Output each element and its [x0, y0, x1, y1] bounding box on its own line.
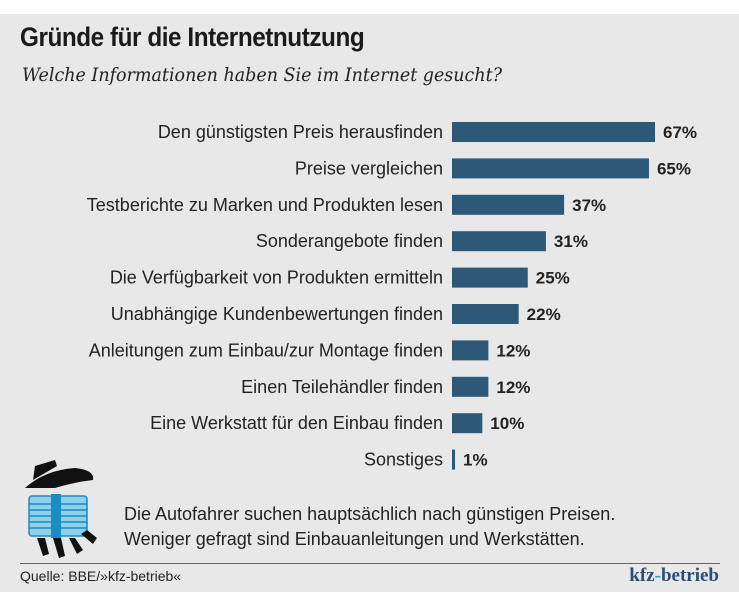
- value-label: 67%: [663, 123, 697, 142]
- value-label: 65%: [657, 159, 691, 178]
- hand-money-icon: [25, 460, 97, 558]
- bar: [452, 376, 489, 397]
- category-label: Die Verfügbarkeit von Produkten ermittel…: [110, 268, 443, 288]
- bar: [452, 122, 656, 142]
- bar: [452, 340, 489, 361]
- category-label: Anleitungen zum Einbau/zur Montage finde…: [89, 340, 443, 360]
- value-label: 25%: [536, 269, 570, 288]
- category-label: Preise vergleichen: [295, 158, 443, 178]
- bar: [452, 449, 456, 470]
- source-text: Quelle: BBE/»kfz-betrieb«: [20, 568, 182, 584]
- bar: [452, 413, 483, 434]
- value-label: 37%: [572, 196, 606, 215]
- bar: [452, 304, 519, 324]
- value-label: 1%: [463, 451, 488, 470]
- category-label: Den günstigsten Preis herausfinden: [158, 122, 443, 142]
- value-label: 22%: [527, 305, 561, 324]
- category-label: Eine Werkstatt für den Einbau finden: [150, 413, 443, 433]
- category-label: Testberichte zu Marken und Produkten les…: [87, 195, 443, 215]
- chart-title: Gründe für die Internetnutzung: [20, 22, 365, 52]
- divider: [20, 563, 720, 564]
- note-line-2: Weniger gefragt sind Einbauanleitungen u…: [124, 529, 585, 549]
- note-line-1: Die Autofahrer suchen hauptsächlich nach…: [124, 504, 616, 524]
- value-label: 12%: [496, 378, 530, 397]
- category-label: Unabhängige Kundenbewertungen finden: [111, 304, 443, 324]
- brand-part1: kfz: [629, 565, 655, 586]
- bar: [452, 267, 528, 288]
- chart-subtitle: Welche Informationen haben Sie im Intern…: [22, 64, 502, 86]
- value-label: 10%: [490, 414, 524, 433]
- bar: [452, 194, 565, 215]
- brand-logo: kfz-betrieb: [629, 565, 719, 587]
- value-label: 12%: [496, 341, 530, 360]
- category-label: Einen Teilehändler finden: [241, 377, 443, 397]
- annotation-note: Die Autofahrer suchen hauptsächlich nach…: [124, 502, 615, 552]
- bar: [452, 231, 546, 252]
- category-label: Sonstiges: [364, 450, 443, 470]
- bar: [452, 158, 649, 179]
- value-label: 31%: [554, 232, 588, 251]
- brand-dash: -: [654, 565, 661, 586]
- chart-panel: [0, 14, 739, 592]
- brand-part2: betrieb: [660, 565, 719, 586]
- category-label: Sonderangebote finden: [256, 231, 443, 251]
